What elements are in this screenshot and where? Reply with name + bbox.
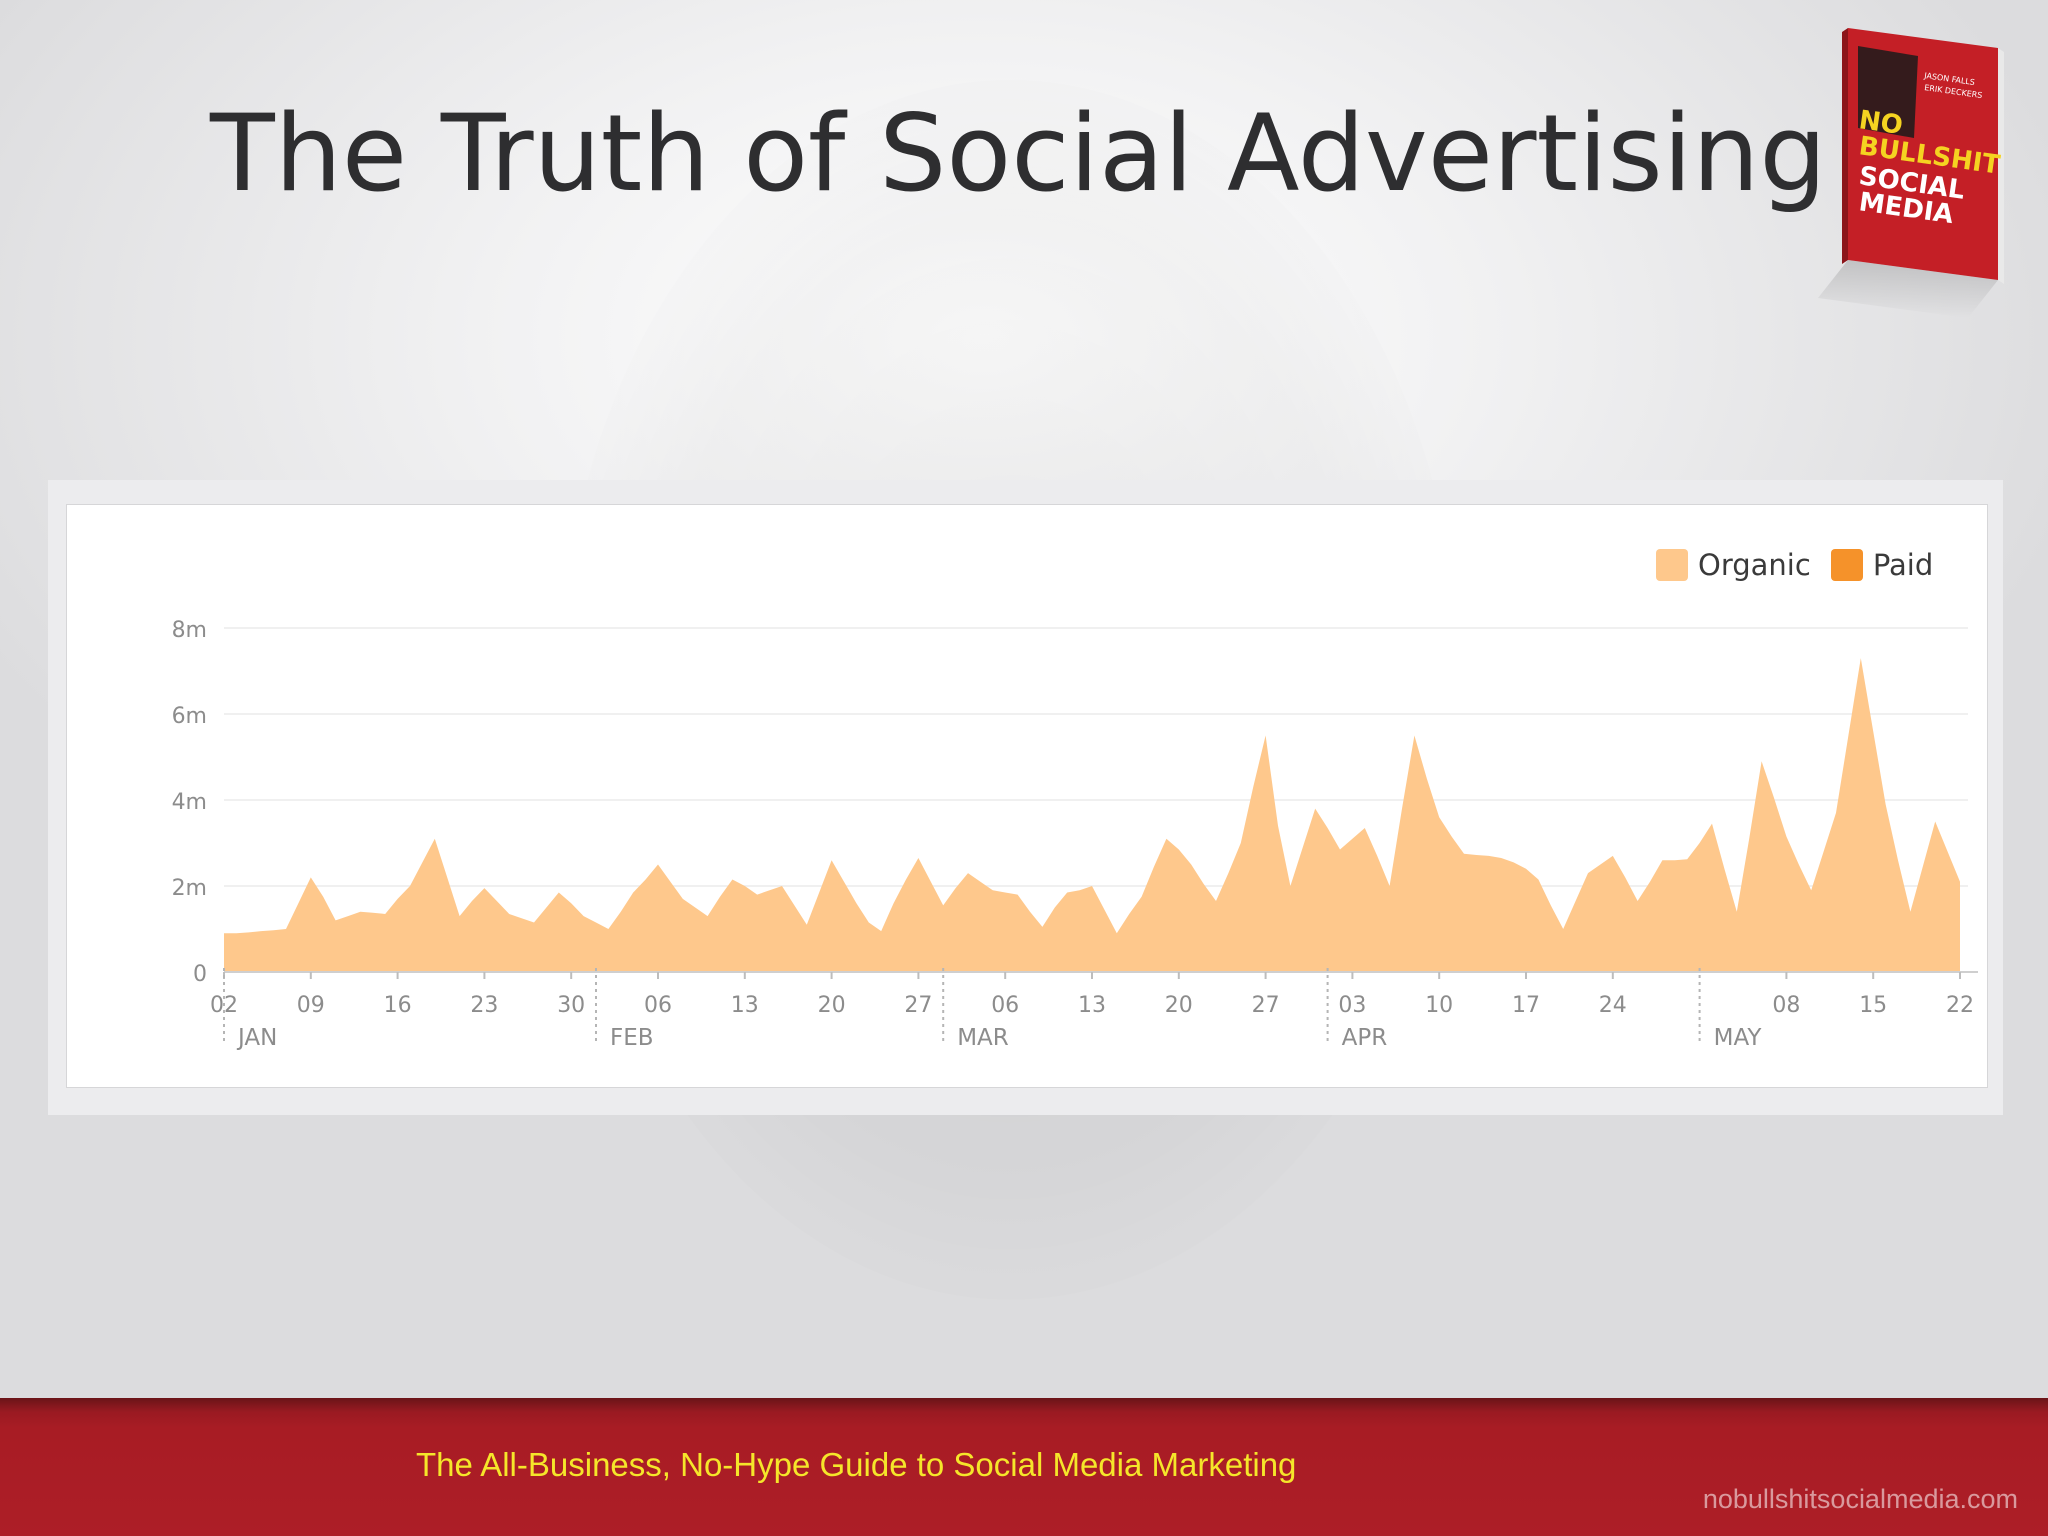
slide-title: The Truth of Social Advertising <box>210 92 1827 215</box>
footer-url: nobullshitsocialmedia.com <box>1702 1484 2018 1514</box>
x-tick-label: 16 <box>384 993 412 1018</box>
x-tick-label: 20 <box>1165 993 1193 1018</box>
x-tick-label: 27 <box>1252 993 1280 1018</box>
x-tick-label: 17 <box>1512 993 1540 1018</box>
legend-item-organic: Organic <box>1656 548 1811 582</box>
x-tick-label: 22 <box>1946 993 1974 1018</box>
legend-label-organic: Organic <box>1698 548 1811 582</box>
month-label: FEB <box>610 1025 654 1051</box>
legend-item-paid: Paid <box>1830 548 1934 582</box>
month-label: MAR <box>957 1025 1009 1051</box>
x-tick-label: 03 <box>1338 993 1366 1018</box>
x-tick-label: 13 <box>731 993 759 1018</box>
x-tick-label: 09 <box>297 993 325 1018</box>
x-tick-label: 27 <box>904 993 932 1018</box>
x-tick-label: 23 <box>470 993 498 1018</box>
legend-label-paid: Paid <box>1872 548 1934 582</box>
x-tick-label: 30 <box>557 993 585 1018</box>
book-title: NO <box>1857 105 1905 141</box>
y-tick-label: 6m <box>172 704 207 729</box>
y-tick-label: 8m <box>172 618 207 643</box>
x-tick-label: 15 <box>1859 993 1887 1018</box>
y-tick-label: 2m <box>172 876 207 901</box>
legend-swatch-organic <box>1656 549 1688 581</box>
x-tick-label: 06 <box>644 993 672 1018</box>
x-tick-label: 20 <box>818 993 846 1018</box>
book-cover-image: JASON FALLS ERIK DECKERS NO BULLSHIT SOC… <box>1818 28 2004 318</box>
chart-panel <box>66 504 1988 1088</box>
x-tick-label: 10 <box>1425 993 1453 1018</box>
month-label: APR <box>1342 1025 1388 1051</box>
organic-area <box>224 658 1960 972</box>
footer-tagline: The All-Business, No-Hype Guide to Socia… <box>416 1446 1297 1483</box>
legend-swatch-paid <box>1830 549 1863 581</box>
footer-bar <box>0 1398 2048 1536</box>
month-label: JAN <box>236 1025 277 1051</box>
x-tick-label: 08 <box>1772 993 1800 1018</box>
chart-legend: Organic Paid <box>1656 545 1943 585</box>
x-tick-label: 24 <box>1599 993 1627 1018</box>
y-tick-label: 4m <box>172 790 207 815</box>
month-label: MAY <box>1714 1025 1763 1051</box>
y-tick-label: 0 <box>193 962 207 987</box>
x-tick-label: 13 <box>1078 993 1106 1018</box>
x-tick-label: 06 <box>991 993 1019 1018</box>
